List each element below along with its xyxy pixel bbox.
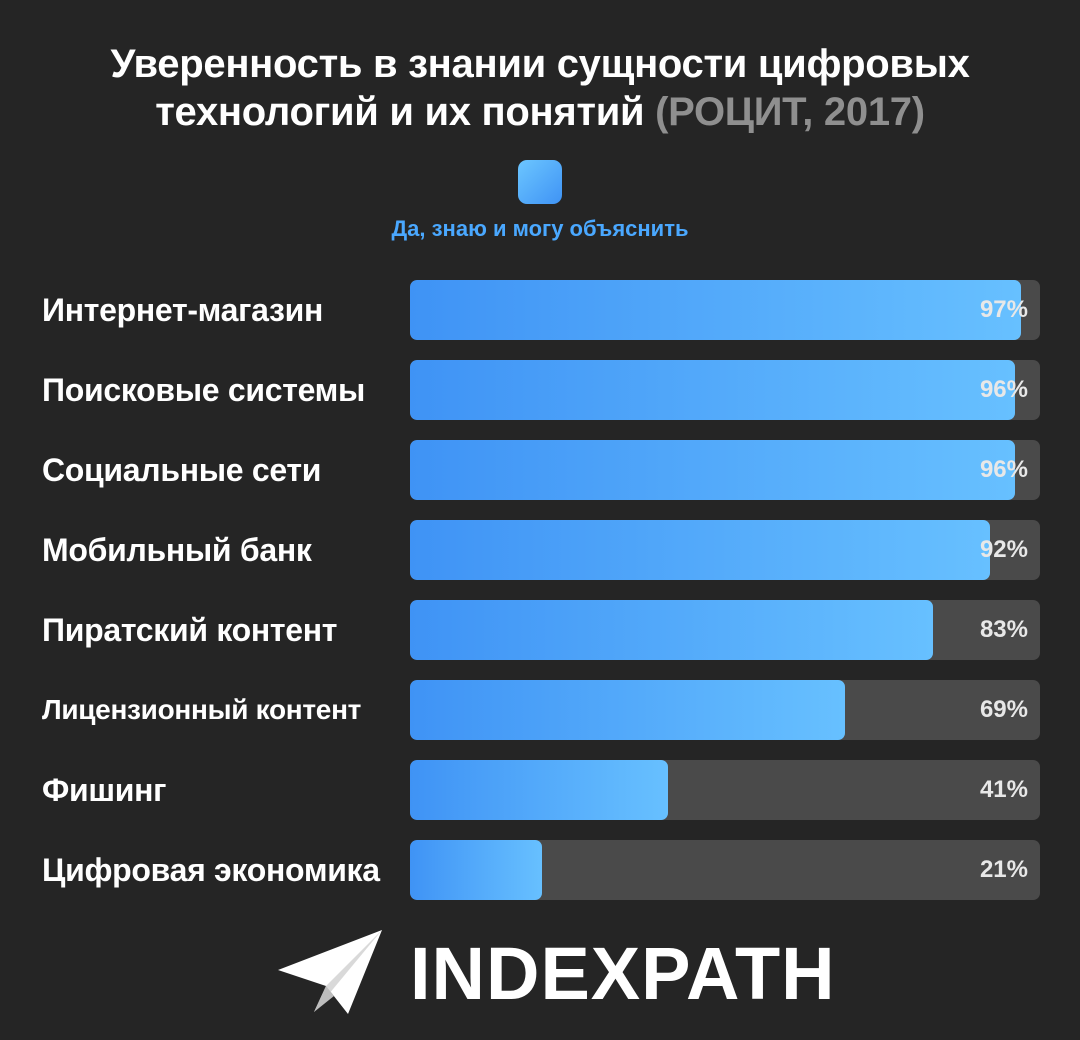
value-label: 96%	[979, 456, 1028, 483]
bar-row: Поисковые системы 96%	[0, 360, 1080, 420]
bar-track: 21%	[410, 840, 1040, 900]
value-label: 69%	[979, 696, 1028, 723]
bar-row: Лицензионный контент 69%	[0, 680, 1080, 740]
category-label: Пиратский контент	[42, 612, 338, 648]
value-label: 41%	[979, 776, 1028, 803]
bar	[410, 360, 1015, 420]
bar-track: 41%	[410, 760, 1040, 820]
title-source: (РОЦИТ, 2017)	[655, 90, 925, 134]
bar-row: Интернет-магазин 97%	[0, 280, 1080, 340]
bar-row: Мобильный банк 92%	[0, 520, 1080, 580]
bar	[410, 440, 1015, 500]
bar-row: Цифровая экономика 21%	[0, 840, 1080, 900]
value-label: 92%	[979, 536, 1028, 563]
bar-track: 96%	[410, 360, 1040, 420]
title-line-1: Уверенность в знании сущности цифровых	[110, 42, 970, 86]
category-label: Цифровая экономика	[42, 852, 380, 888]
category-label: Поисковые системы	[42, 372, 366, 408]
chart-title: Уверенность в знании сущности цифровых т…	[0, 40, 1080, 136]
title-line-2: технологий и их понятий (РОЦИТ, 2017)	[0, 88, 1080, 136]
category-label: Лицензионный контент	[42, 694, 362, 725]
value-label: 97%	[979, 296, 1028, 323]
value-label: 21%	[979, 856, 1028, 883]
bar	[410, 600, 933, 660]
legend-swatch	[518, 160, 562, 204]
bar-track: 96%	[410, 440, 1040, 500]
bar	[410, 760, 669, 820]
bar-row: Социальные сети 96%	[0, 440, 1080, 500]
bar-row: Фишинг 41%	[0, 760, 1080, 820]
bar	[410, 840, 543, 900]
bar	[410, 680, 845, 740]
category-label: Интернет-магазин	[42, 292, 324, 328]
bar	[410, 280, 1022, 340]
bar-track: 69%	[410, 680, 1040, 740]
bar-track: 92%	[410, 520, 1040, 580]
brand-name: INDEXPATH	[410, 932, 836, 1015]
bar-row: Пиратский контент 83%	[0, 600, 1080, 660]
legend-label: Да, знаю и могу объяснить	[391, 216, 689, 241]
value-label: 83%	[979, 616, 1028, 643]
category-label: Мобильный банк	[42, 532, 312, 568]
bar-track: 83%	[410, 600, 1040, 660]
paper-plane-icon	[278, 930, 382, 1014]
bar	[410, 520, 990, 580]
category-label: Социальные сети	[42, 452, 322, 488]
title-line-2-text: технологий и их понятий	[155, 90, 645, 134]
brand-logo: INDEXPATH	[0, 922, 1080, 1018]
category-label: Фишинг	[42, 772, 167, 808]
bar-track: 97%	[410, 280, 1040, 340]
value-label: 96%	[979, 376, 1028, 403]
